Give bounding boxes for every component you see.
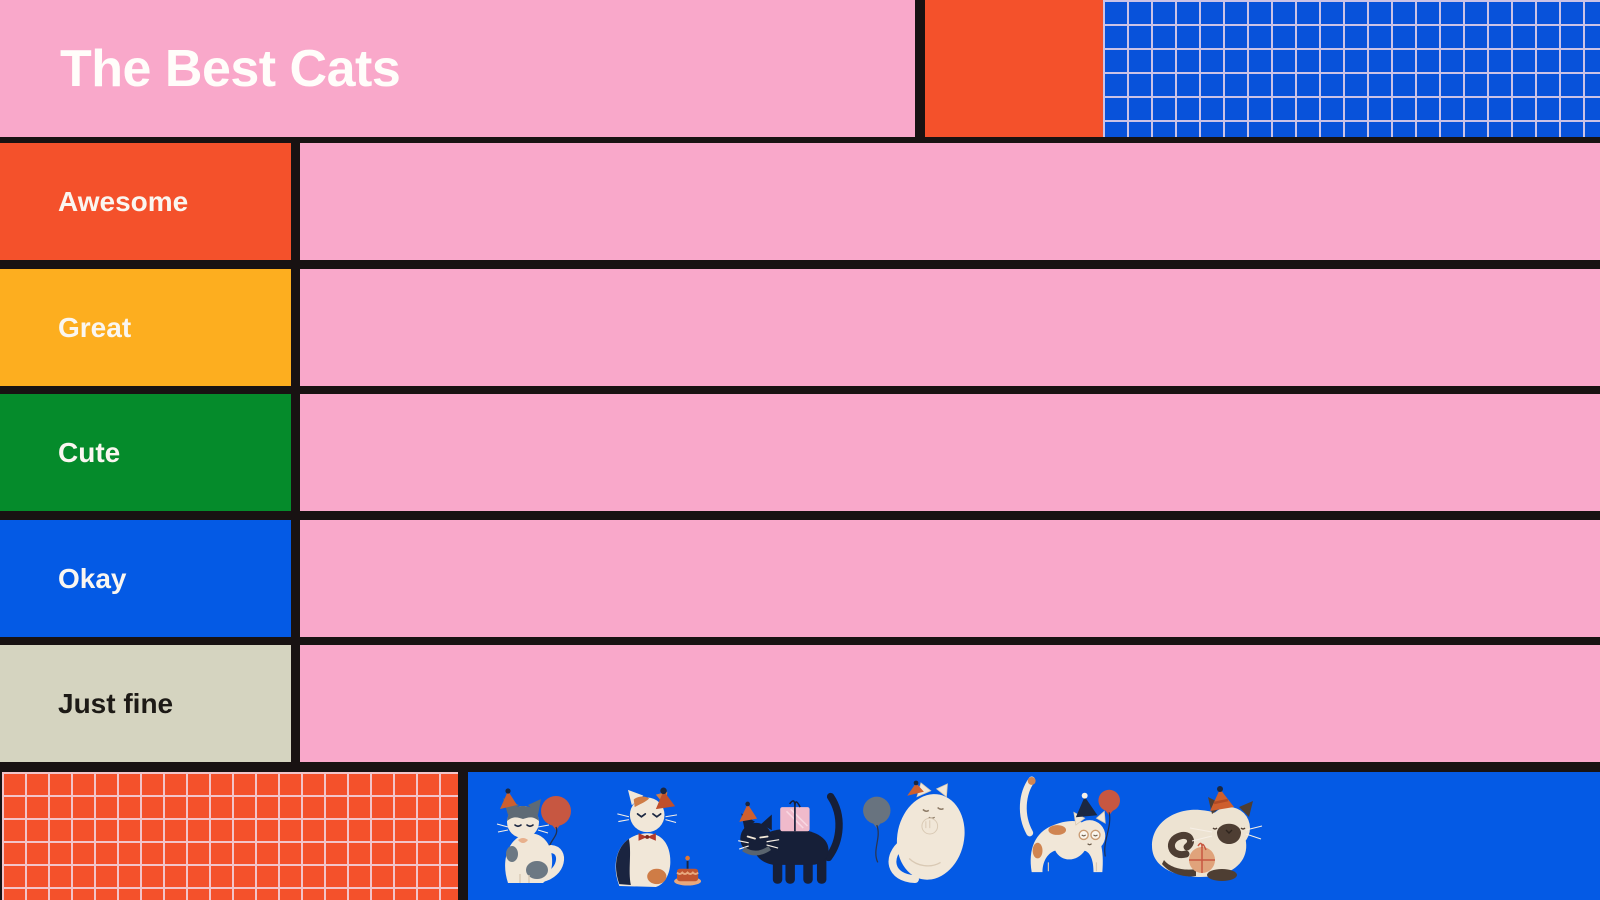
cat-calico-illustration bbox=[615, 787, 702, 887]
tier-label-great: Great bbox=[0, 269, 291, 386]
tier-dropzone-awesome[interactable] bbox=[300, 143, 1600, 260]
cat-gray-white-illustration bbox=[496, 788, 571, 883]
cat-sticker-calico-cake[interactable] bbox=[602, 784, 702, 888]
tier-label-text: Awesome bbox=[58, 185, 189, 217]
cat-sticker-black-gift[interactable] bbox=[738, 784, 856, 889]
cat-siamese-illustration bbox=[1152, 786, 1263, 881]
cat-sticker-cream-gray-balloon[interactable] bbox=[860, 780, 976, 884]
cat-arched-illustration bbox=[1019, 776, 1120, 873]
cat-cream-illustration bbox=[863, 780, 965, 884]
tier-label-text: Great bbox=[58, 311, 132, 343]
tier-label-okay: Okay bbox=[0, 520, 291, 637]
tier-dropzone-justfine[interactable] bbox=[300, 645, 1600, 762]
tier-dropzone-great[interactable] bbox=[300, 269, 1600, 386]
tier-dropzone-okay[interactable] bbox=[300, 520, 1600, 637]
tier-label-text: Cute bbox=[58, 436, 121, 468]
cat-sticker-gray-white-balloon[interactable] bbox=[494, 786, 586, 886]
sticker-tray bbox=[468, 772, 1600, 900]
tier-label-text: Just fine bbox=[58, 687, 174, 719]
decor-orange-block bbox=[925, 0, 1103, 137]
cat-sticker-siamese-gift[interactable] bbox=[1142, 784, 1264, 886]
header: The Best Cats bbox=[0, 0, 915, 137]
tier-label-cute: Cute bbox=[0, 394, 291, 511]
tier-label-awesome: Awesome bbox=[0, 143, 291, 260]
page-title: The Best Cats bbox=[60, 39, 401, 98]
tier-label-justfine: Just fine bbox=[0, 645, 291, 762]
cat-black-illustration bbox=[738, 792, 843, 884]
tier-dropzone-cute[interactable] bbox=[300, 394, 1600, 511]
cat-sticker-arched-balloon[interactable] bbox=[1016, 772, 1120, 886]
decor-orange-grid-block bbox=[2, 772, 458, 900]
tier-label-text: Okay bbox=[58, 562, 127, 594]
decor-blue-grid-block bbox=[1103, 0, 1600, 137]
